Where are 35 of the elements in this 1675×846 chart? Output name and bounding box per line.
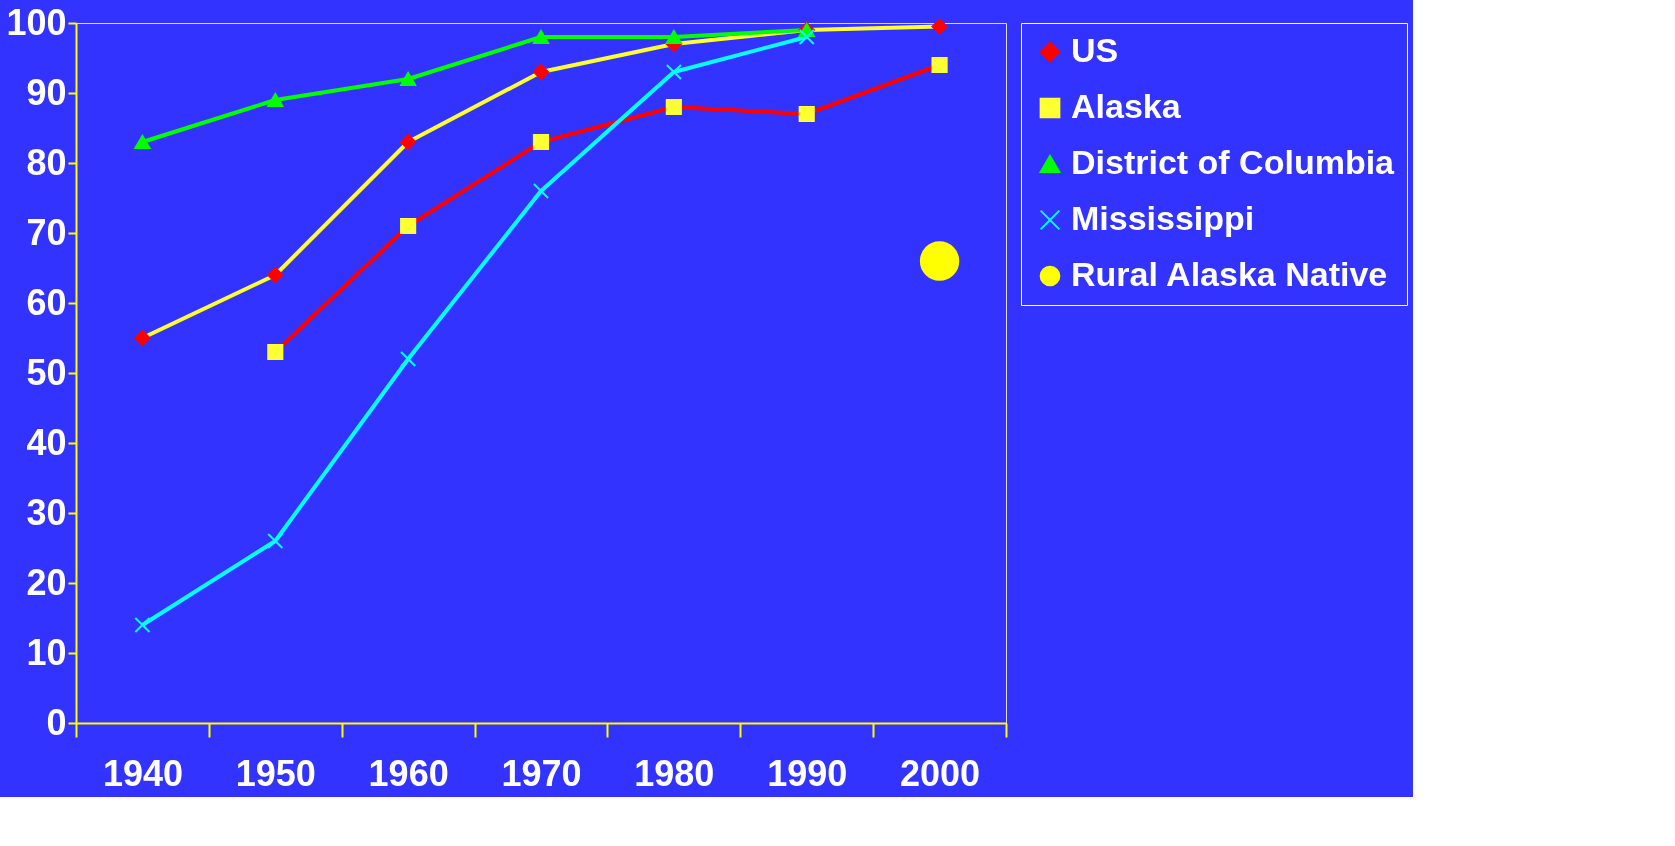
point <box>665 29 682 45</box>
y-tick-label: 80 <box>26 141 67 183</box>
point <box>798 28 815 46</box>
point <box>134 134 151 150</box>
x-tick-label: 2000 <box>900 752 981 794</box>
y-tick-label: 70 <box>26 211 67 253</box>
x-tick-label: 1960 <box>368 752 449 794</box>
x-tick-label: 1980 <box>634 752 715 794</box>
legend-label: Mississippi <box>1071 199 1255 237</box>
legend-label: Alaska <box>1071 87 1182 125</box>
x-tick-label: 1990 <box>767 752 848 794</box>
y-tick-label: 50 <box>26 351 67 393</box>
legend-label: Rural Alaska Native <box>1071 255 1388 293</box>
point <box>267 92 284 108</box>
point <box>400 350 417 368</box>
point <box>400 71 417 87</box>
y-tick-label: 90 <box>26 71 67 113</box>
y-tick-label: 40 <box>26 421 67 463</box>
x-tick-label: 1970 <box>501 752 582 794</box>
point <box>532 182 550 200</box>
x-tick-label: 1950 <box>235 752 316 794</box>
point <box>532 29 550 45</box>
y-tick-label: 60 <box>26 281 67 323</box>
point <box>665 63 682 81</box>
x-tick-label: 1940 <box>102 752 183 794</box>
point <box>267 532 284 550</box>
legend-label: District of Columbia <box>1071 143 1396 181</box>
point <box>919 241 960 281</box>
y-tick-label: 10 <box>26 631 67 673</box>
y-tick-label: 20 <box>26 561 67 603</box>
y-tick-label: 100 <box>6 1 67 43</box>
y-tick-label: 0 <box>46 701 67 743</box>
legend-label: US <box>1071 31 1119 69</box>
point <box>134 616 151 634</box>
y-tick-label: 30 <box>26 491 67 533</box>
